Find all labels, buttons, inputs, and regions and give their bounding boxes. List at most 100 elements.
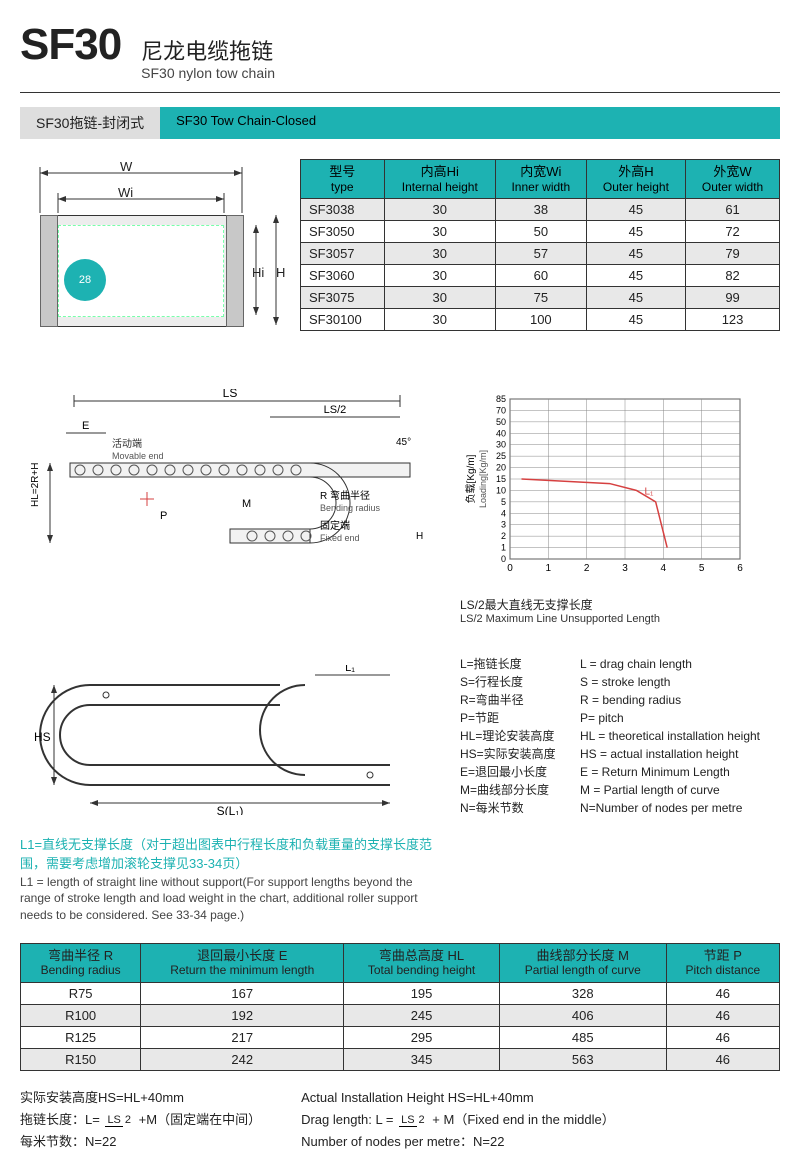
title-block: 尼龙电缆拖链 SF30 nylon tow chain — [141, 39, 275, 82]
svg-text:固定端: 固定端 — [320, 519, 350, 532]
section-teal: SF30 Tow Chain-Closed — [160, 107, 780, 139]
table-row: R12521729548546 — [21, 1026, 780, 1048]
table-header: 弯曲总高度 HLTotal bending height — [344, 943, 500, 982]
table-row: R10019224540646 — [21, 1004, 780, 1026]
diagram-max-circle: 28 — [64, 259, 106, 301]
svg-text:4: 4 — [661, 563, 667, 574]
cross-section-diagram: W Wi 28 Hi H — [20, 159, 280, 359]
footer-line: Number of nodes per metre：N=22 — [301, 1131, 615, 1153]
table-header: 型号type — [301, 160, 385, 199]
l1-note-cn: L1=直线无支撑长度（对于超出图表中行程长度和负载重量的支撑长度范围，需要考虑增… — [20, 834, 440, 872]
svg-text:0: 0 — [507, 563, 513, 574]
svg-text:50: 50 — [496, 417, 506, 427]
legend-row: N=每米节数N=Number of nodes per metre — [460, 799, 760, 817]
chain-side-diagram: LS LS/2 E 活动端Movable end P M R 弯曲半径Bendi… — [20, 389, 440, 564]
svg-text:H: H — [416, 531, 423, 542]
svg-text:45°: 45° — [396, 437, 411, 448]
svg-text:HL=2R+H: HL=2R+H — [30, 463, 41, 507]
footer-line: 每米节数：N=22 — [20, 1131, 261, 1153]
legend-row: P=节距P= pitch — [460, 709, 760, 727]
svg-text:10: 10 — [496, 486, 506, 496]
table-row: R15024234556346 — [21, 1048, 780, 1070]
svg-text:负载[Kg/m]: 负载[Kg/m] — [464, 455, 477, 504]
dim-arrows-top — [20, 159, 280, 215]
footer-notes: 实际安装高度HS=HL+40mm拖链长度：L= LS2 +M（固定端在中间）每米… — [20, 1087, 780, 1153]
table-header: 节距 PPitch distance — [666, 943, 779, 982]
svg-text:30: 30 — [496, 440, 506, 450]
section-bar: SF30拖链-封闭式 SF30 Tow Chain-Closed — [20, 107, 780, 139]
svg-text:Fixed end: Fixed end — [320, 533, 360, 543]
svg-text:2: 2 — [584, 563, 590, 574]
svg-text:Movable end: Movable end — [112, 451, 164, 461]
table-row: R7516719532846 — [21, 982, 780, 1004]
svg-text:Loading[Kg/m]: Loading[Kg/m] — [478, 450, 488, 508]
svg-text:L₁: L₁ — [645, 487, 655, 498]
document-header: SF30 尼龙电缆拖链 SF30 nylon tow chain — [20, 20, 780, 82]
svg-text:S(L₁): S(L₁) — [217, 804, 244, 815]
row-crosssection-and-table: W Wi 28 Hi H 型号type内高HiInternal height内宽… — [20, 159, 780, 359]
table-row: SF305730574579 — [301, 243, 780, 265]
svg-text:2: 2 — [501, 531, 506, 541]
svg-text:3: 3 — [501, 520, 506, 530]
header-divider — [20, 92, 780, 93]
svg-text:3: 3 — [622, 563, 628, 574]
svg-text:M: M — [242, 498, 251, 510]
legend-row: R=弯曲半径R = bending radius — [460, 691, 760, 709]
svg-text:4: 4 — [501, 508, 506, 518]
title-en: SF30 nylon tow chain — [141, 65, 275, 82]
svg-text:25: 25 — [496, 451, 506, 461]
load-chart: 0123451015202530405070850123456负载[Kg/m]L… — [460, 389, 760, 625]
section-grey: SF30拖链-封闭式 — [20, 107, 160, 139]
label-H: H — [276, 265, 285, 280]
row-lower-and-legend: L₁ HS S(L₁) L1=直线无支撑长度（对于超出图表中行程长度和负载重量的… — [20, 655, 780, 923]
chart-caption-cn: LS/2最大直线无支撑长度 — [460, 596, 760, 613]
bending-table: 弯曲半径 RBending radius退回最小长度 EReturn the m… — [20, 943, 780, 1071]
legend-row: M=曲线部分长度M = Partial length of curve — [460, 781, 760, 799]
model-code: SF30 — [20, 20, 121, 70]
svg-text:活动端: 活动端 — [112, 437, 142, 450]
svg-text:1: 1 — [546, 563, 552, 574]
legend-row: HL=理论安装高度HL = theoretical installation h… — [460, 727, 760, 745]
table-header: 内宽WiInner width — [496, 160, 587, 199]
legend-row: L=拖链长度L = drag chain length — [460, 655, 760, 673]
table-row: SF303830384561 — [301, 199, 780, 221]
table-header: 弯曲半径 RBending radius — [21, 943, 141, 982]
table-row: SF307530754599 — [301, 287, 780, 309]
svg-text:L₁: L₁ — [345, 665, 355, 674]
svg-text:E: E — [82, 420, 89, 432]
table-header: 曲线部分长度 MPartial length of curve — [499, 943, 666, 982]
l1-note-en: L1 = length of straight line without sup… — [20, 874, 440, 923]
side-left — [40, 215, 58, 327]
svg-text:LS/2: LS/2 — [324, 404, 347, 416]
svg-text:70: 70 — [496, 406, 506, 416]
table-header: 外高HOuter height — [586, 160, 685, 199]
label-Hi: Hi — [252, 265, 264, 280]
svg-text:85: 85 — [496, 394, 506, 404]
row-side-and-chart: LS LS/2 E 活动端Movable end P M R 弯曲半径Bendi… — [20, 389, 780, 625]
svg-text:Bending radius: Bending radius — [320, 503, 381, 513]
table-row: SF301003010045123 — [301, 309, 780, 331]
legend-row: S=行程长度S = stroke length — [460, 673, 760, 691]
svg-text:15: 15 — [496, 474, 506, 484]
svg-text:R 弯曲半径: R 弯曲半径 — [320, 489, 370, 502]
svg-text:20: 20 — [496, 463, 506, 473]
footer-line: 拖链长度：L= LS2 +M（固定端在中间） — [20, 1109, 261, 1131]
table-row: SF306030604582 — [301, 265, 780, 287]
table-header: 内高HiInternal height — [384, 160, 495, 199]
footer-line: Drag length: L = LS2 + M（Fixed end in th… — [301, 1109, 615, 1131]
dimensions-table: 型号type内高HiInternal height内宽WiInner width… — [300, 159, 780, 331]
svg-text:0: 0 — [501, 554, 506, 564]
svg-text:6: 6 — [737, 563, 743, 574]
svg-text:5: 5 — [501, 497, 506, 507]
footer-line: 实际安装高度HS=HL+40mm — [20, 1087, 261, 1109]
label-LS: LS — [223, 389, 238, 400]
svg-text:40: 40 — [496, 428, 506, 438]
table-header: 退回最小长度 EReturn the minimum length — [141, 943, 344, 982]
legend-row: HS=实际安装高度HS = actual installation height — [460, 745, 760, 763]
symbol-legend: L=拖链长度L = drag chain lengthS=行程长度S = str… — [460, 655, 760, 817]
footer-right: Actual Installation Height HS=HL+40mmDra… — [301, 1087, 615, 1153]
svg-text:P: P — [160, 510, 167, 522]
table-header: 外宽WOuter width — [686, 160, 780, 199]
svg-text:HS: HS — [34, 730, 51, 744]
footer-line: Actual Installation Height HS=HL+40mm — [301, 1087, 615, 1109]
